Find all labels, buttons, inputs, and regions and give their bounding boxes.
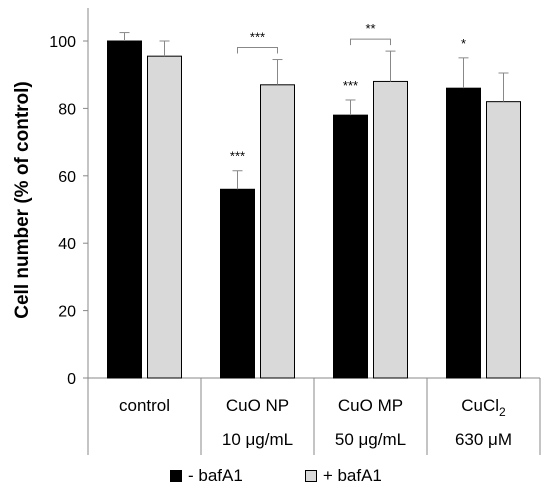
significance-label: **	[365, 21, 375, 36]
bar	[373, 80, 408, 379]
y-tick-label: 20	[58, 304, 76, 321]
y-tick-label: 0	[67, 371, 76, 388]
category-sublabel: 630 μM	[455, 430, 512, 449]
category-label-subscript: 2	[499, 405, 506, 419]
category-label: CuO NP	[226, 396, 289, 415]
legend-item-plus-bafa1: + bafA1	[304, 466, 382, 486]
significance-label: ***	[250, 30, 265, 45]
legend: - bafA1 + bafA1	[170, 466, 382, 486]
significance-label: ***	[230, 149, 245, 164]
significance-label: ***	[343, 78, 358, 93]
legend-swatch-minus-bafa1	[170, 470, 182, 482]
y-tick-label: 60	[58, 169, 76, 186]
legend-item-minus-bafa1: - bafA1	[170, 466, 243, 486]
category-sublabel: 10 μg/mL	[222, 430, 293, 449]
bar	[486, 101, 521, 379]
legend-label-plus-bafa1: + bafA1	[322, 466, 382, 485]
category-label: CuCl2	[461, 396, 506, 419]
bar	[220, 188, 255, 379]
y-tick-label: 40	[58, 236, 76, 253]
significance-bracket	[237, 47, 278, 54]
bar	[107, 40, 142, 379]
category-label: CuO MP	[338, 396, 403, 415]
significance-bracket	[350, 38, 391, 46]
category-label: control	[119, 396, 170, 415]
bar	[333, 114, 368, 379]
y-tick-label: 100	[49, 34, 76, 51]
legend-label-minus-bafa1: - bafA1	[188, 466, 243, 485]
bar	[260, 84, 295, 379]
bar	[147, 55, 182, 379]
y-axis-label: Cell number (% of control)	[12, 81, 33, 319]
significance-label: *	[461, 36, 466, 51]
category-sublabel: 50 μg/mL	[335, 430, 406, 449]
bar	[446, 87, 481, 379]
y-tick-label: 80	[58, 101, 76, 118]
legend-swatch-plus-bafa1	[304, 470, 317, 482]
